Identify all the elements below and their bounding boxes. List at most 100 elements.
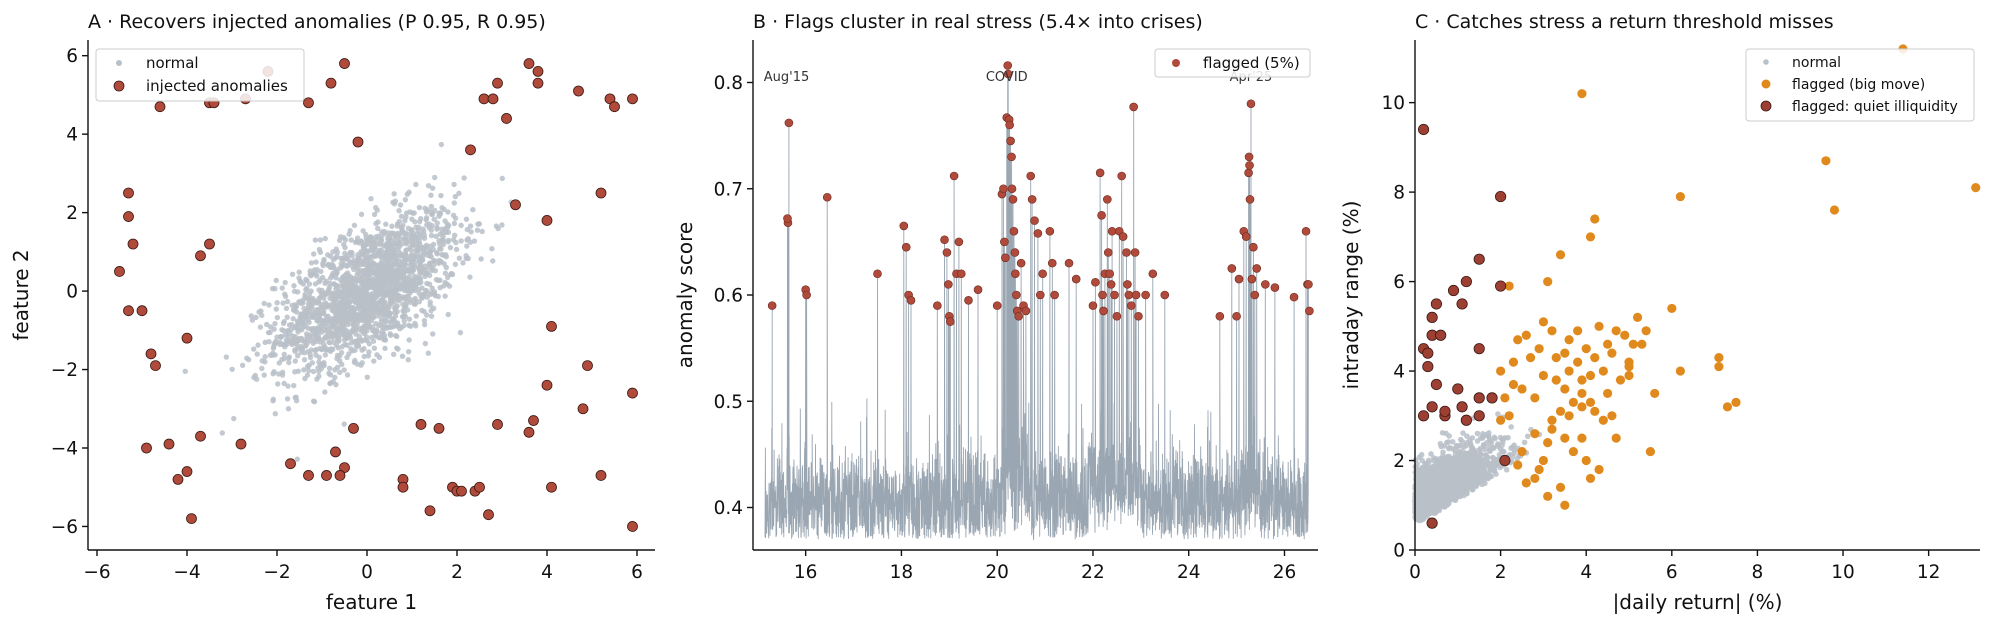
flagged-point [1000, 237, 1009, 247]
normal-point [427, 302, 433, 308]
normal-point [363, 334, 370, 340]
normal-point [389, 272, 395, 279]
normal-point [1429, 480, 1435, 487]
flagged-point [992, 301, 1002, 310]
normal-point [305, 349, 311, 355]
normal-point [374, 329, 381, 335]
normal-point [1477, 473, 1483, 480]
normal-point [402, 218, 408, 224]
flagged-point [1129, 102, 1138, 112]
normal-point [371, 211, 378, 218]
normal-point [1464, 460, 1471, 467]
normal-point [308, 337, 314, 344]
normal-point [409, 238, 416, 244]
normal-point [428, 254, 434, 260]
y-tick-label: 4 [1393, 362, 1405, 383]
normal-point [344, 342, 350, 348]
normal-point [410, 230, 416, 236]
flagged-point [1131, 290, 1141, 300]
flagged-point [1071, 274, 1081, 284]
normal-point [474, 227, 481, 233]
normal-point [430, 241, 437, 248]
normal-point [409, 216, 415, 222]
anomaly-point [181, 466, 193, 477]
normal-point [1470, 486, 1476, 493]
normal-point [421, 321, 428, 328]
flagged-point [1126, 301, 1136, 310]
normal-point [348, 346, 354, 352]
normal-point [379, 286, 385, 293]
y-tick-label: 2 [66, 203, 78, 224]
x-tick-label: 26 [1273, 562, 1297, 583]
anomaly-point [123, 305, 134, 317]
normal-point [349, 253, 355, 259]
quiet-illiquidity-point [1417, 410, 1430, 422]
normal-point [360, 307, 367, 313]
normal-point [299, 337, 306, 344]
big-move-point [1521, 330, 1531, 340]
event-annotation: Aug'15 [764, 70, 810, 85]
normal-point [1445, 439, 1452, 445]
normal-point [1421, 503, 1428, 510]
big-move-point [1620, 330, 1630, 340]
normal-point [383, 221, 389, 227]
normal-point [322, 352, 329, 358]
flagged-point [1035, 290, 1045, 300]
big-move-point [1543, 276, 1553, 287]
big-move-point [1590, 353, 1600, 363]
quiet-illiquidity-point [1422, 347, 1434, 359]
normal-point [313, 259, 319, 265]
normal-point [334, 332, 340, 338]
normal-point [392, 282, 398, 288]
normal-point [1436, 468, 1443, 475]
normal-point [295, 353, 301, 359]
big-move-point [1577, 89, 1587, 99]
normal-point [315, 365, 321, 371]
normal-point [422, 205, 428, 211]
normal-point [396, 218, 403, 225]
legend-box [1745, 48, 1975, 122]
normal-point [350, 296, 356, 302]
normal-point [395, 346, 401, 352]
normal-point [312, 237, 319, 243]
normal-point [407, 209, 413, 215]
y-tick-label: 0 [1393, 541, 1405, 562]
normal-point [389, 261, 395, 268]
normal-point [463, 216, 470, 222]
normal-point [396, 207, 402, 214]
normal-point [422, 245, 428, 252]
normal-point [316, 373, 322, 379]
anomaly-point [141, 442, 152, 454]
normal-point [390, 248, 396, 254]
big-move-point [1598, 366, 1608, 376]
big-move-point [1731, 397, 1741, 407]
normal-point [1449, 475, 1455, 481]
normal-point [1464, 439, 1471, 446]
normal-point [421, 317, 428, 324]
flagged-point [1001, 253, 1010, 263]
normal-point [376, 249, 383, 255]
normal-point [1474, 464, 1480, 471]
normal-point [1466, 484, 1472, 490]
normal-point [470, 206, 476, 213]
quiet-illiquidity-point [1473, 410, 1485, 422]
normal-point [316, 359, 322, 365]
normal-point [1437, 440, 1444, 447]
big-move-point [1821, 156, 1831, 166]
normal-point [405, 225, 412, 231]
normal-point [275, 381, 281, 387]
flagged-point [1160, 290, 1170, 300]
x-tick-label: 16 [794, 562, 818, 583]
normal-point [479, 228, 485, 235]
x-tick-label: 6 [631, 562, 643, 583]
big-move-point [1624, 361, 1634, 372]
normal-point [294, 309, 300, 315]
normal-point [356, 295, 363, 302]
normal-point [273, 306, 280, 312]
normal-point [323, 291, 329, 297]
anomaly-point [303, 470, 314, 481]
flagged-point [1118, 232, 1128, 241]
normal-point [405, 268, 411, 274]
y-tick-label: −2 [51, 360, 78, 381]
normal-point [1479, 430, 1486, 437]
